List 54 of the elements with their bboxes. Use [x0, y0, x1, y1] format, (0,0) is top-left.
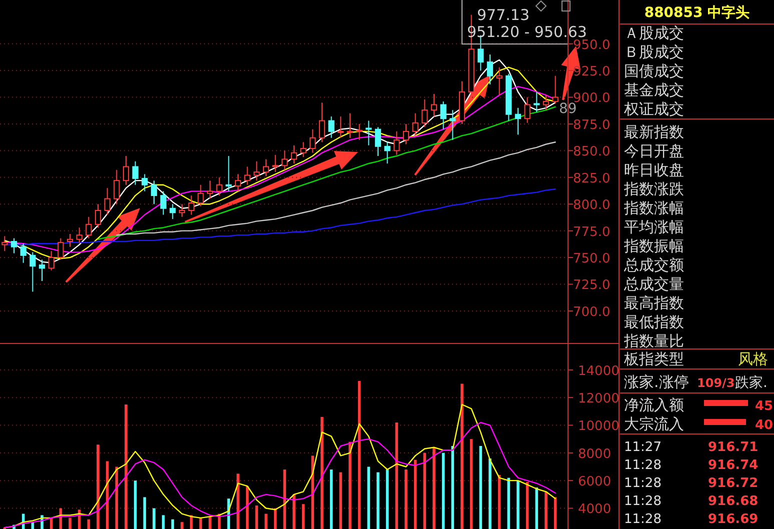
y-tick-label: 800.0	[573, 198, 610, 214]
y-tick-label: 14000	[578, 364, 620, 379]
y-tick-label: 4000	[578, 502, 612, 518]
text: 最低指数	[624, 313, 684, 331]
text: 916.68	[708, 494, 758, 509]
y-tick-label: 875.0	[573, 118, 610, 133]
text: 权证成交	[623, 100, 684, 118]
text: 大宗流入	[624, 415, 684, 433]
annotation: 977.13	[477, 6, 530, 24]
y-tick-label: 10000	[578, 419, 620, 434]
y-tick-label: 12000	[578, 392, 620, 407]
y-tick-label: 8000	[578, 446, 612, 462]
text: 涨家.涨停	[624, 373, 689, 391]
text: 916.71	[708, 440, 758, 455]
y-tick-label: 925.0	[573, 64, 610, 80]
text: 11:28	[624, 458, 662, 473]
text: 11:28	[624, 494, 662, 509]
text: 平均涨幅	[624, 218, 684, 236]
text: 916.72	[708, 476, 758, 491]
text: 指数涨跌	[623, 180, 684, 198]
y-tick-label: 700.0	[573, 304, 610, 320]
text: 11:27	[624, 440, 662, 455]
text: 指数振幅	[623, 237, 684, 255]
text: 40	[755, 418, 774, 433]
y-tick-label: 825.0	[573, 171, 610, 186]
text: 跌家.	[735, 375, 768, 391]
text: 45	[755, 399, 774, 414]
y-tick-label: 950.0	[573, 38, 610, 53]
text: 总成交额	[623, 256, 684, 274]
text: 总成交量	[623, 275, 684, 293]
text: 今日开盘	[624, 142, 684, 160]
text: 880853 中字头	[644, 4, 750, 21]
text: 最高指数	[624, 294, 684, 312]
y-tick-label: 750.0	[573, 252, 610, 267]
text: Ｂ股成交	[624, 43, 684, 61]
text: 风格	[738, 350, 768, 368]
y-tick-label: 725.0	[573, 278, 610, 294]
y-tick-label: 850.0	[573, 144, 610, 160]
text: 最新指数	[624, 123, 684, 141]
text: 净流入额	[624, 396, 684, 414]
y-tick-label: 6000	[578, 474, 612, 490]
text: 国债成交	[624, 62, 684, 80]
text: 11:28	[624, 476, 662, 491]
text: 916.74	[708, 458, 758, 473]
text: 昨日收盘	[624, 161, 684, 179]
text: 11:28	[624, 512, 662, 527]
text: 指数量比	[623, 332, 684, 350]
y-tick-label: 775.0	[573, 224, 610, 240]
text: 指数涨幅	[623, 199, 684, 217]
text: Ａ股成交	[624, 24, 684, 42]
text: 基金成交	[624, 81, 684, 99]
text: 916.69	[708, 512, 758, 527]
text: 109/3	[697, 376, 735, 390]
text: 板指类型	[623, 350, 684, 368]
